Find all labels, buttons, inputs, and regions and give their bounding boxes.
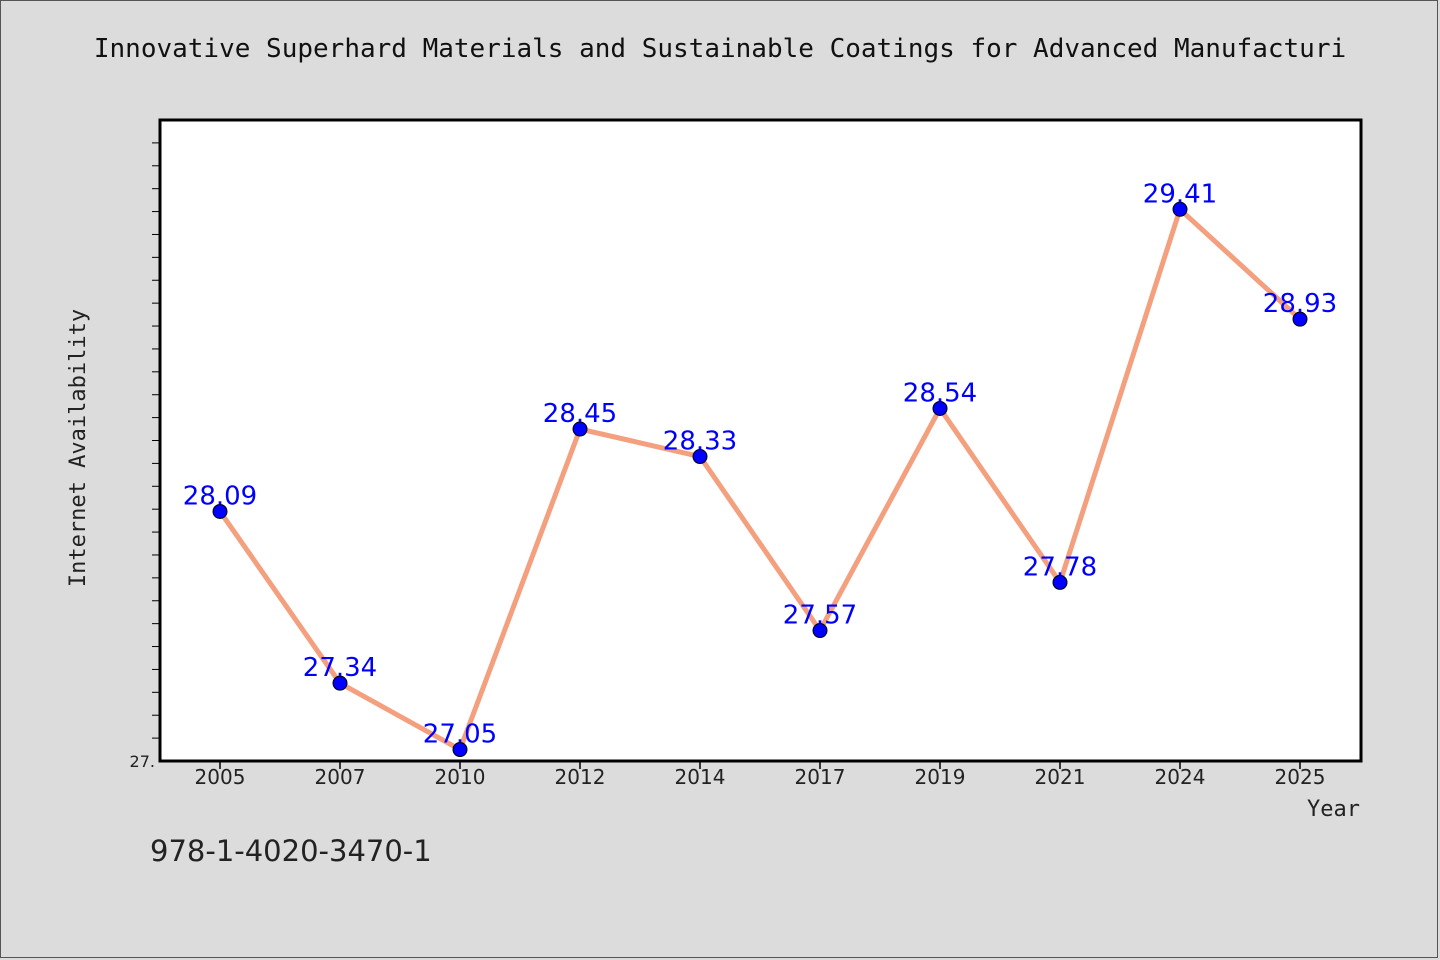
data-label: 27.05 bbox=[423, 720, 497, 750]
x-tick-label: 2005 bbox=[195, 765, 246, 789]
x-axis-label: Year bbox=[1307, 797, 1360, 822]
data-label: 28.54 bbox=[903, 378, 977, 408]
data-label: 27.57 bbox=[783, 601, 857, 631]
x-tick-label: 2010 bbox=[435, 765, 486, 789]
x-tick-label: 2017 bbox=[795, 765, 846, 789]
data-label: 28.93 bbox=[1263, 289, 1337, 319]
x-tick-label: 2012 bbox=[555, 765, 606, 789]
data-point bbox=[332, 675, 348, 691]
series-line bbox=[217, 206, 1302, 753]
data-point bbox=[932, 400, 948, 416]
data-markers bbox=[212, 201, 1308, 758]
data-point bbox=[452, 742, 468, 758]
x-tick-label: 2007 bbox=[315, 765, 366, 789]
footer-code: 978-1-4020-3470-1 bbox=[150, 834, 432, 868]
data-point bbox=[1172, 201, 1188, 217]
data-label: 27.34 bbox=[303, 653, 377, 683]
y-axis-label: Internet Availability bbox=[66, 309, 91, 587]
x-tick-label: 2021 bbox=[1035, 765, 1086, 789]
data-label: 28.09 bbox=[183, 481, 257, 511]
data-labels: 28.09 27.34 27.05 28.45 28.33 27.57 28.54 27.78… bbox=[183, 179, 1337, 749]
data-point bbox=[1052, 574, 1068, 590]
data-label: 28.45 bbox=[543, 399, 617, 429]
y-axis-ticks bbox=[152, 142, 160, 739]
data-point bbox=[812, 623, 828, 639]
data-label: 28.33 bbox=[663, 427, 737, 457]
plot-area bbox=[158, 118, 1363, 763]
data-point bbox=[572, 421, 588, 437]
x-tick-label: 2019 bbox=[915, 765, 966, 789]
data-label: 27.78 bbox=[1023, 552, 1097, 582]
x-axis-ticks: 2005 2007 2010 2012 2014 2017 2019 2021 2024 2025 bbox=[195, 761, 1326, 789]
data-label: 29.41 bbox=[1143, 179, 1217, 209]
data-point bbox=[212, 503, 228, 519]
x-tick-label: 2024 bbox=[1155, 765, 1206, 789]
chart-title: Innovative Superhard Materials and Susta… bbox=[93, 34, 1347, 64]
y-tick-label: 27. bbox=[130, 752, 155, 771]
data-point bbox=[1292, 311, 1308, 327]
x-tick-label: 2025 bbox=[1275, 765, 1326, 789]
data-point bbox=[692, 449, 708, 465]
x-tick-label: 2014 bbox=[675, 765, 726, 789]
